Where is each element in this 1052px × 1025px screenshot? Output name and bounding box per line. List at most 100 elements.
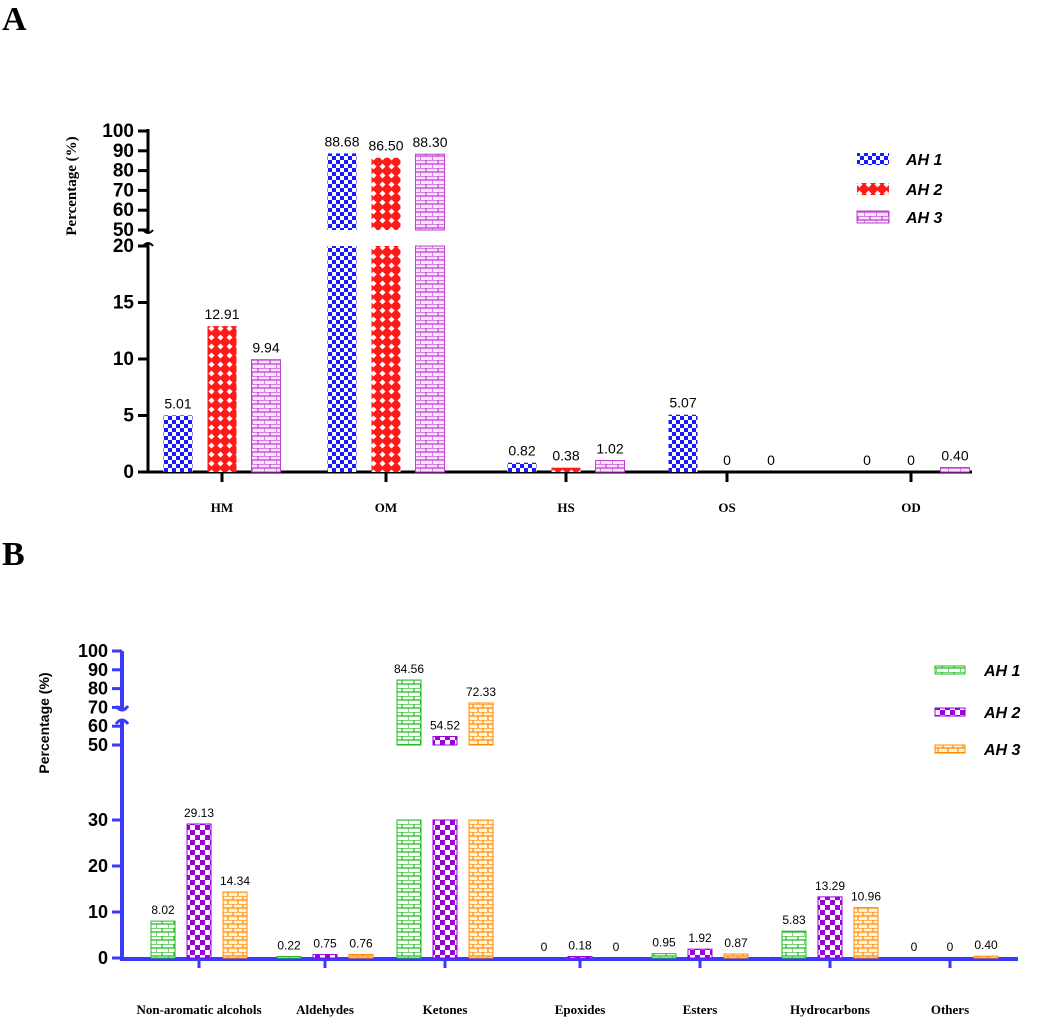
chart-a-value-label: 1.02 bbox=[596, 440, 623, 456]
chart-b-y-tick-label: 50 bbox=[88, 735, 108, 755]
chart-b-bar bbox=[432, 819, 458, 959]
chart-a-legend-swatch bbox=[856, 210, 890, 224]
chart-b-bar bbox=[396, 819, 422, 959]
chart-a-legend-label: AH 1 bbox=[905, 152, 943, 169]
chart-b-legend-swatch bbox=[934, 665, 966, 675]
chart-b-bar bbox=[973, 955, 999, 959]
chart-a-y-tick-label: 20 bbox=[113, 236, 134, 257]
chart-b-bar bbox=[817, 896, 843, 959]
chart-a-value-label: 0 bbox=[767, 452, 775, 468]
chart-a-value-label: 0.82 bbox=[508, 443, 535, 459]
chart-a-value-label: 5.01 bbox=[164, 395, 191, 411]
chart-b-y-tick-label: 30 bbox=[88, 810, 108, 830]
chart-b-axis-break bbox=[114, 718, 130, 725]
chart-b-bar bbox=[348, 954, 374, 959]
chart-b-bar bbox=[781, 930, 807, 959]
chart-a-value-label: 5.07 bbox=[669, 395, 696, 411]
chart-b-legend: AH 1 AH 2 AH 3 bbox=[934, 663, 1021, 759]
chart-b-bar bbox=[222, 891, 248, 959]
panel-label-a: A bbox=[2, 1, 27, 38]
chart-b-value-label: 5.83 bbox=[782, 913, 806, 927]
chart-a-value-label: 0.38 bbox=[552, 448, 579, 464]
chart-b-value-label: 0 bbox=[911, 940, 918, 954]
chart-b-value-label: 0.95 bbox=[652, 936, 676, 950]
chart-b-value-label: 0 bbox=[947, 940, 954, 954]
chart-b-bar bbox=[312, 954, 338, 959]
chart-b-value-label: 8.02 bbox=[151, 903, 175, 917]
chart-a-bar bbox=[371, 246, 401, 472]
chart-a-y-tick-label: 70 bbox=[113, 180, 134, 201]
chart-b-value-label: 54.52 bbox=[430, 719, 460, 733]
chart-a-value-label: 88.30 bbox=[412, 134, 447, 150]
chart-b-value-label: 0.40 bbox=[974, 938, 998, 952]
chart-a-bar-upper bbox=[371, 157, 401, 230]
chart-a-value-label: 0 bbox=[723, 452, 731, 468]
chart-a-value-label: 12.91 bbox=[204, 306, 239, 322]
chart-a-value-label: 88.68 bbox=[324, 133, 359, 149]
chart-b-category-label: Ketones bbox=[423, 1002, 468, 1017]
chart-a-category-label: HM bbox=[211, 500, 233, 515]
chart-b-legend-label: AH 2 bbox=[983, 705, 1021, 722]
chart-a-legend-label: AH 2 bbox=[905, 182, 943, 199]
chart-a-legend-swatch bbox=[857, 183, 889, 195]
chart-a-value-label: 0.40 bbox=[941, 447, 968, 463]
chart-a-bar bbox=[327, 246, 357, 472]
chart-b-value-label: 10.96 bbox=[851, 890, 881, 904]
chart-b-bar bbox=[468, 819, 494, 959]
chart-b-y-tick-label: 10 bbox=[88, 902, 108, 922]
chart-a-y-tick-label: 80 bbox=[113, 161, 134, 182]
chart-a-ylabel: Percentage (%) bbox=[64, 136, 80, 235]
chart-b-legend-label: AH 1 bbox=[983, 663, 1021, 680]
chart-b-bar-upper bbox=[396, 679, 422, 746]
chart-a-y-tick-label: 15 bbox=[113, 293, 135, 314]
chart-a-bar bbox=[668, 414, 698, 472]
chart-b-bar-upper bbox=[468, 702, 494, 746]
chart-b-category-label: Non-aromatic alcohols bbox=[136, 1002, 261, 1017]
chart-b-ylabel: Percentage (%) bbox=[36, 672, 52, 773]
chart-b-value-label: 0.76 bbox=[349, 937, 373, 951]
chart-b-value-label: 0.87 bbox=[724, 936, 748, 950]
chart-b-category-label: Hydrocarbons bbox=[790, 1002, 870, 1017]
chart-a-bar bbox=[940, 466, 970, 473]
chart-b-category-label: Aldehydes bbox=[296, 1002, 354, 1017]
chart-a-legend-swatch bbox=[857, 153, 889, 165]
chart-a-category-label: OS bbox=[718, 500, 735, 515]
chart-a-legend: AH 1 AH 2 AH 3 bbox=[856, 152, 943, 227]
chart-b-bar bbox=[567, 956, 593, 959]
chart-b-category-label: Others bbox=[931, 1002, 969, 1017]
chart-b-value-label: 0 bbox=[541, 940, 548, 954]
chart-a-category-label: OM bbox=[375, 500, 397, 515]
chart-a-bar bbox=[163, 415, 193, 472]
chart-a-y-tick-label: 90 bbox=[113, 141, 134, 162]
chart-a-bar-upper bbox=[415, 153, 445, 231]
chart-a-bar-upper bbox=[327, 153, 357, 230]
chart-b-bar bbox=[276, 956, 302, 959]
chart-b-bar-upper bbox=[432, 736, 458, 746]
chart-a-bar bbox=[207, 326, 237, 472]
chart-b-value-label: 72.33 bbox=[466, 685, 496, 699]
chart-b-value-label: 14.34 bbox=[220, 874, 250, 888]
chart-a-bar bbox=[415, 245, 445, 473]
chart-b-legend-swatch bbox=[934, 707, 966, 717]
chart-b-y-tick-label: 20 bbox=[88, 856, 108, 876]
chart-a-y-tick-label: 100 bbox=[102, 121, 134, 142]
chart-b-value-label: 0.18 bbox=[568, 939, 592, 953]
chart-b-category-label: Esters bbox=[683, 1002, 718, 1017]
chart-b-y-tick-label: 100 bbox=[78, 641, 108, 661]
chart-b-y-tick-label: 70 bbox=[88, 697, 108, 717]
chart-b-value-label: 1.92 bbox=[688, 931, 712, 945]
chart-b-y-tick-label: 90 bbox=[88, 660, 108, 680]
chart-b-bar bbox=[150, 920, 176, 959]
chart-b-value-label: 13.29 bbox=[815, 879, 845, 893]
chart-b-bar bbox=[723, 953, 749, 959]
chart-b-bar bbox=[853, 907, 879, 959]
chart-a-value-label: 86.50 bbox=[368, 138, 403, 154]
chart-b-y-tick-label: 60 bbox=[88, 716, 108, 736]
chart-a-bar bbox=[551, 467, 581, 472]
chart-b-legend-swatch bbox=[934, 744, 966, 754]
chart-a-bar bbox=[251, 359, 281, 473]
chart-b-y-tick-label: 80 bbox=[88, 679, 108, 699]
chart-b-bar bbox=[651, 953, 677, 959]
